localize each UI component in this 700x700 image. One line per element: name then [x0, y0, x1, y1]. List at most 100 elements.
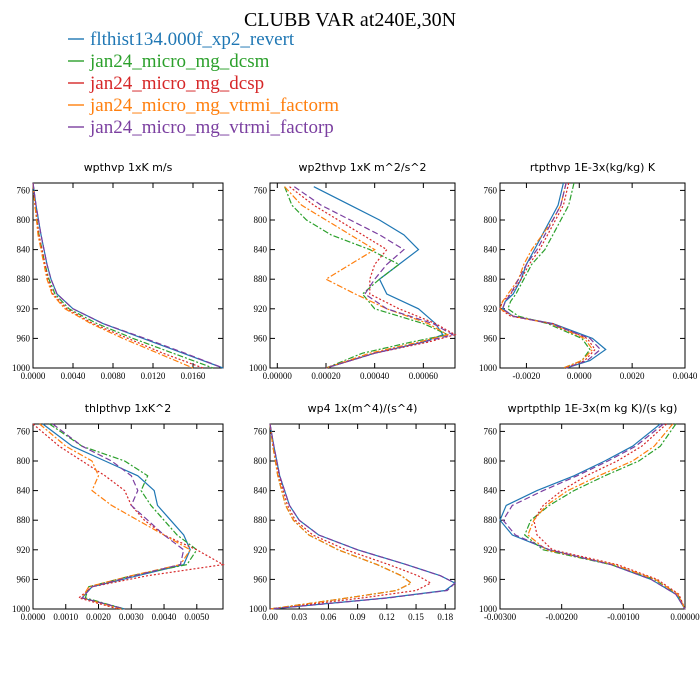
x-tick-label: -0.00100 [607, 612, 640, 622]
legend-label: jan24_micro_mg_vtrmi_factorm [89, 95, 339, 116]
y-tick-label: 960 [17, 574, 31, 584]
series-line-4 [32, 182, 194, 369]
x-tick-label: -0.00200 [546, 612, 579, 622]
x-tick-label: 0.00020 [311, 371, 341, 381]
plot-frame [32, 423, 224, 610]
x-tick-label: 0.0080 [101, 371, 126, 381]
x-tick-label: 0.06 [321, 612, 337, 622]
y-tick-label: 800 [254, 215, 268, 225]
x-tick-label: 0.18 [437, 612, 453, 622]
series-line-3 [499, 182, 596, 369]
panels: wpthvp 1xK m/s76080084088092096010000.00… [12, 161, 700, 622]
x-tick-label: -0.0020 [513, 371, 541, 381]
y-tick-label: 880 [17, 515, 31, 525]
y-tick-label: 880 [484, 274, 498, 284]
panel-title: wp2thvp 1xK m^2/s^2 [298, 161, 426, 174]
y-tick-label: 960 [484, 333, 498, 343]
legend-label: jan24_micro_mg_dcsm [89, 51, 270, 72]
plot-frame [32, 182, 224, 369]
y-tick-label: 880 [254, 274, 268, 284]
series-line-4 [269, 423, 413, 610]
panel-title: thlpthvp 1xK^2 [85, 402, 172, 415]
x-tick-label: 0.0010 [53, 612, 78, 622]
series-line-4 [284, 186, 450, 369]
series-line-2 [32, 182, 214, 369]
series-line-2 [507, 182, 591, 369]
panel-3: rtpthvp 1E-3x(kg/kg) K 760 800 840 880 920 960… [479, 161, 698, 381]
plot-frame [269, 182, 456, 369]
legend: flthist134.000f_xp2_revertjan24_micro_mg… [68, 29, 339, 138]
legend-entry: jan24_micro_mg_dcsp [68, 73, 264, 94]
x-tick-label: 0.0020 [620, 371, 645, 381]
panel-title: wprtpthlp 1E-3x(m kg K)/(s kg) [508, 402, 678, 415]
series-line-5 [293, 186, 455, 369]
y-tick-label: 1000 [249, 363, 268, 373]
y-tick-label: 760 [254, 185, 268, 195]
series-line-2 [284, 186, 450, 369]
x-tick-label: 0.00060 [409, 371, 439, 381]
series-line-1 [269, 423, 457, 610]
series-line-3 [32, 182, 204, 369]
legend-label: jan24_micro_mg_vtrmi_factorp [89, 117, 334, 138]
series-line-3 [32, 423, 225, 610]
y-tick-label: 920 [17, 304, 31, 314]
figure-title: CLUBB VAR at240E,30N [244, 9, 456, 31]
series-line-1 [32, 182, 224, 369]
series-line-5 [501, 182, 602, 369]
plot-frame [499, 423, 686, 610]
series-line-2 [523, 423, 686, 610]
panel-4: thlpthvp 1xK^276080084088092096010000.00… [12, 402, 225, 622]
y-tick-label: 920 [484, 304, 498, 314]
series-line-5 [269, 423, 457, 610]
y-tick-label: 880 [484, 515, 498, 525]
x-tick-label: 0.0030 [119, 612, 144, 622]
series-line-4 [499, 182, 594, 369]
legend-label: jan24_micro_mg_dcsp [89, 73, 264, 94]
x-tick-label: 0.00000 [670, 612, 700, 622]
x-tick-label: 0.0000 [21, 612, 46, 622]
series-line-5 [32, 182, 224, 369]
series-line-5 [502, 423, 686, 610]
y-tick-label: 1000 [12, 604, 31, 614]
panel-2: wp2thvp 1xK m^2/s^2 760 800 840 880 920 960 100… [249, 161, 457, 381]
y-tick-label: 840 [17, 486, 31, 496]
panel-title: rtpthvp 1E-3x(kg/kg) K [530, 161, 656, 174]
y-tick-label: 800 [254, 456, 268, 466]
x-tick-label: 0.0040 [61, 371, 86, 381]
x-tick-label: 0.0000 [567, 371, 592, 381]
y-tick-label: 960 [484, 574, 498, 584]
y-tick-label: 760 [17, 426, 31, 436]
x-tick-label: 0.0040 [673, 371, 698, 381]
series-line-5 [52, 423, 185, 610]
y-tick-label: 800 [484, 215, 498, 225]
y-tick-label: 1000 [479, 363, 498, 373]
x-tick-label: 0.0020 [86, 612, 111, 622]
x-tick-label: 0.0000 [21, 371, 46, 381]
x-tick-label: 0.0050 [184, 612, 209, 622]
y-tick-label: 840 [484, 486, 498, 496]
y-tick-label: 760 [484, 185, 498, 195]
panel-title: wp4 1x(m^4)/(s^4) [308, 402, 418, 415]
panel-1: wpthvp 1xK m/s76080084088092096010000.00… [12, 161, 224, 381]
y-tick-label: 960 [254, 333, 268, 343]
y-tick-label: 840 [484, 245, 498, 255]
y-tick-label: 840 [254, 245, 268, 255]
x-tick-label: 0.0040 [152, 612, 177, 622]
panel-6: wprtpthlp 1E-3x(m kg K)/(s kg) 760 800 840 8… [479, 402, 700, 622]
series-line-4 [527, 423, 686, 610]
series-line-3 [533, 423, 686, 610]
y-tick-label: 760 [17, 185, 31, 195]
legend-entry: flthist134.000f_xp2_revert [68, 29, 295, 50]
y-tick-label: 880 [17, 274, 31, 284]
y-tick-label: 1000 [479, 604, 498, 614]
x-tick-label: 0.15 [408, 612, 424, 622]
x-tick-label: 0.00 [262, 612, 278, 622]
series-line-4 [39, 423, 192, 610]
panel-5: wp4 1x(m^4)/(s^4)76080084088092096010000… [249, 402, 457, 622]
x-tick-label: 0.00040 [360, 371, 390, 381]
series-line-2 [269, 423, 413, 610]
y-tick-label: 1000 [249, 604, 268, 614]
x-tick-label: 0.00000 [263, 371, 293, 381]
legend-label: flthist134.000f_xp2_revert [90, 29, 295, 50]
